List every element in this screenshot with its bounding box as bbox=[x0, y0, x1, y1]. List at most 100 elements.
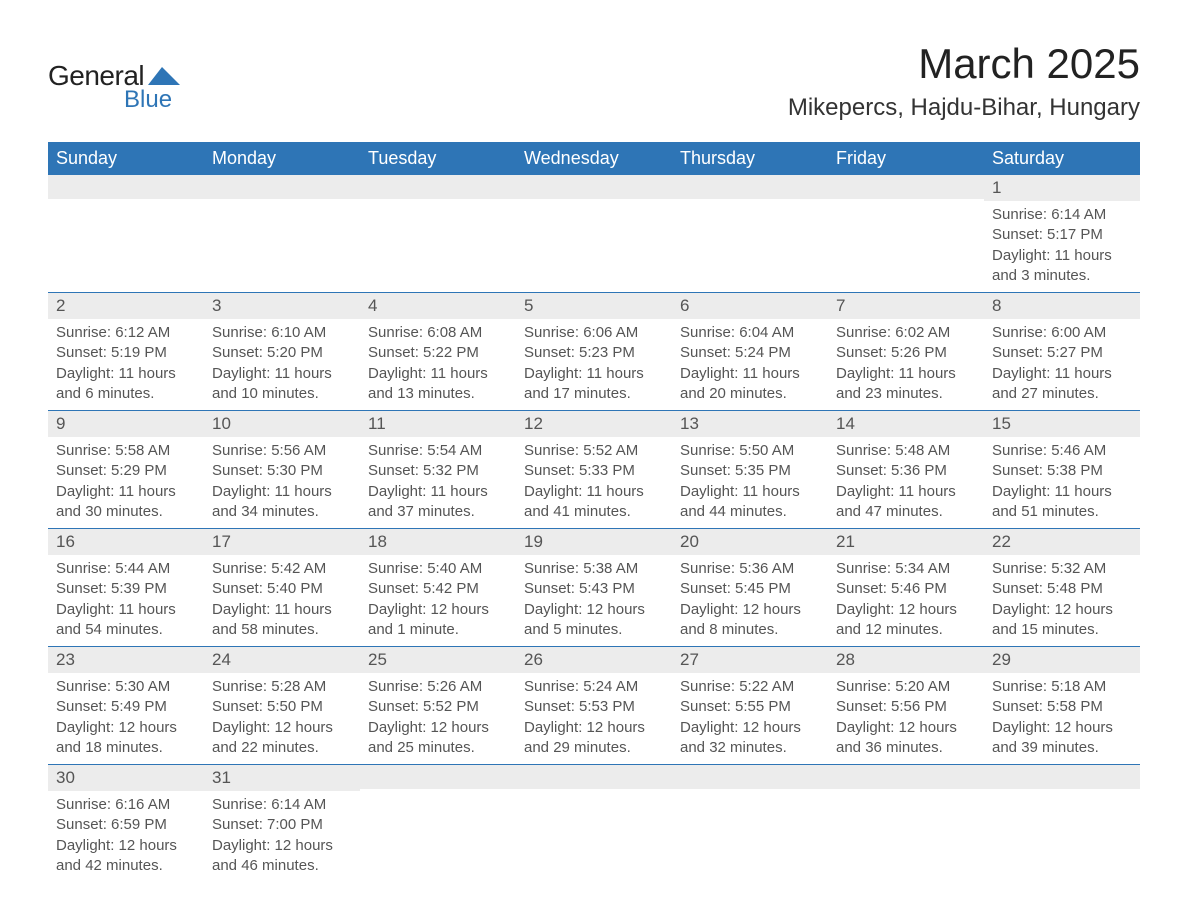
calendar-cell bbox=[360, 175, 516, 292]
daylight-text: Daylight: 12 hours and 29 minutes. bbox=[524, 718, 664, 759]
daylight-text: Daylight: 12 hours and 12 minutes. bbox=[836, 600, 976, 641]
day-content: Sunrise: 5:44 AMSunset: 5:39 PMDaylight:… bbox=[48, 555, 204, 646]
daylight-text: Daylight: 11 hours and 3 minutes. bbox=[992, 246, 1132, 287]
calendar-cell: 21Sunrise: 5:34 AMSunset: 5:46 PMDayligh… bbox=[828, 529, 984, 646]
calendar-cell bbox=[360, 765, 516, 882]
sunset-text: Sunset: 5:19 PM bbox=[56, 343, 196, 363]
day-content bbox=[984, 789, 1140, 799]
day-number: 29 bbox=[984, 647, 1140, 673]
sunset-text: Sunset: 5:45 PM bbox=[680, 579, 820, 599]
day-number: 13 bbox=[672, 411, 828, 437]
day-number: 21 bbox=[828, 529, 984, 555]
day-content: Sunrise: 6:06 AMSunset: 5:23 PMDaylight:… bbox=[516, 319, 672, 410]
sunrise-text: Sunrise: 6:14 AM bbox=[212, 795, 352, 815]
day-number: 16 bbox=[48, 529, 204, 555]
calendar-cell: 20Sunrise: 5:36 AMSunset: 5:45 PMDayligh… bbox=[672, 529, 828, 646]
calendar-cell: 2Sunrise: 6:12 AMSunset: 5:19 PMDaylight… bbox=[48, 293, 204, 410]
day-content: Sunrise: 5:34 AMSunset: 5:46 PMDaylight:… bbox=[828, 555, 984, 646]
daylight-text: Daylight: 11 hours and 27 minutes. bbox=[992, 364, 1132, 405]
day-number: 20 bbox=[672, 529, 828, 555]
day-number bbox=[48, 175, 204, 199]
calendar-cell: 14Sunrise: 5:48 AMSunset: 5:36 PMDayligh… bbox=[828, 411, 984, 528]
sunset-text: Sunset: 5:43 PM bbox=[524, 579, 664, 599]
day-content: Sunrise: 5:30 AMSunset: 5:49 PMDaylight:… bbox=[48, 673, 204, 764]
calendar-cell: 1Sunrise: 6:14 AMSunset: 5:17 PMDaylight… bbox=[984, 175, 1140, 292]
day-number: 19 bbox=[516, 529, 672, 555]
sunset-text: Sunset: 5:22 PM bbox=[368, 343, 508, 363]
sunrise-text: Sunrise: 5:24 AM bbox=[524, 677, 664, 697]
logo: General Blue bbox=[48, 60, 180, 114]
day-content bbox=[204, 199, 360, 275]
day-number: 7 bbox=[828, 293, 984, 319]
day-content: Sunrise: 5:40 AMSunset: 5:42 PMDaylight:… bbox=[360, 555, 516, 646]
day-number bbox=[828, 765, 984, 789]
day-number: 24 bbox=[204, 647, 360, 673]
daylight-text: Daylight: 11 hours and 34 minutes. bbox=[212, 482, 352, 523]
calendar-cell: 12Sunrise: 5:52 AMSunset: 5:33 PMDayligh… bbox=[516, 411, 672, 528]
day-number: 17 bbox=[204, 529, 360, 555]
sunrise-text: Sunrise: 6:02 AM bbox=[836, 323, 976, 343]
day-content: Sunrise: 5:46 AMSunset: 5:38 PMDaylight:… bbox=[984, 437, 1140, 528]
sunrise-text: Sunrise: 5:44 AM bbox=[56, 559, 196, 579]
calendar-cell: 10Sunrise: 5:56 AMSunset: 5:30 PMDayligh… bbox=[204, 411, 360, 528]
calendar-header-row: Sunday Monday Tuesday Wednesday Thursday… bbox=[48, 142, 1140, 175]
day-number: 6 bbox=[672, 293, 828, 319]
day-number: 25 bbox=[360, 647, 516, 673]
sunrise-text: Sunrise: 5:34 AM bbox=[836, 559, 976, 579]
sunset-text: Sunset: 5:56 PM bbox=[836, 697, 976, 717]
calendar-cell bbox=[984, 765, 1140, 882]
title-block: March 2025 Mikepercs, Hajdu-Bihar, Hunga… bbox=[788, 40, 1140, 122]
day-content bbox=[672, 199, 828, 275]
daylight-text: Daylight: 12 hours and 8 minutes. bbox=[680, 600, 820, 641]
day-content: Sunrise: 5:24 AMSunset: 5:53 PMDaylight:… bbox=[516, 673, 672, 764]
day-number: 8 bbox=[984, 293, 1140, 319]
sunrise-text: Sunrise: 5:22 AM bbox=[680, 677, 820, 697]
sunset-text: Sunset: 5:23 PM bbox=[524, 343, 664, 363]
sunset-text: Sunset: 5:49 PM bbox=[56, 697, 196, 717]
calendar-cell: 3Sunrise: 6:10 AMSunset: 5:20 PMDaylight… bbox=[204, 293, 360, 410]
sunset-text: Sunset: 5:39 PM bbox=[56, 579, 196, 599]
day-number bbox=[672, 765, 828, 789]
sunrise-text: Sunrise: 6:10 AM bbox=[212, 323, 352, 343]
day-number: 26 bbox=[516, 647, 672, 673]
sunset-text: Sunset: 5:46 PM bbox=[836, 579, 976, 599]
day-header-saturday: Saturday bbox=[984, 142, 1140, 175]
day-content: Sunrise: 5:36 AMSunset: 5:45 PMDaylight:… bbox=[672, 555, 828, 646]
sunset-text: Sunset: 6:59 PM bbox=[56, 815, 196, 835]
sunrise-text: Sunrise: 5:30 AM bbox=[56, 677, 196, 697]
sunset-text: Sunset: 5:30 PM bbox=[212, 461, 352, 481]
day-content bbox=[672, 789, 828, 799]
sunrise-text: Sunrise: 5:40 AM bbox=[368, 559, 508, 579]
daylight-text: Daylight: 12 hours and 36 minutes. bbox=[836, 718, 976, 759]
sunset-text: Sunset: 5:50 PM bbox=[212, 697, 352, 717]
day-content: Sunrise: 6:14 AMSunset: 7:00 PMDaylight:… bbox=[204, 791, 360, 882]
calendar-cell: 5Sunrise: 6:06 AMSunset: 5:23 PMDaylight… bbox=[516, 293, 672, 410]
calendar-cell: 23Sunrise: 5:30 AMSunset: 5:49 PMDayligh… bbox=[48, 647, 204, 764]
day-number: 5 bbox=[516, 293, 672, 319]
calendar-cell: 26Sunrise: 5:24 AMSunset: 5:53 PMDayligh… bbox=[516, 647, 672, 764]
calendar-cell bbox=[672, 175, 828, 292]
calendar-cell: 28Sunrise: 5:20 AMSunset: 5:56 PMDayligh… bbox=[828, 647, 984, 764]
calendar-cell: 4Sunrise: 6:08 AMSunset: 5:22 PMDaylight… bbox=[360, 293, 516, 410]
sunrise-text: Sunrise: 5:26 AM bbox=[368, 677, 508, 697]
sunset-text: Sunset: 5:35 PM bbox=[680, 461, 820, 481]
calendar-row: 9Sunrise: 5:58 AMSunset: 5:29 PMDaylight… bbox=[48, 410, 1140, 528]
day-content: Sunrise: 6:04 AMSunset: 5:24 PMDaylight:… bbox=[672, 319, 828, 410]
daylight-text: Daylight: 11 hours and 13 minutes. bbox=[368, 364, 508, 405]
daylight-text: Daylight: 12 hours and 5 minutes. bbox=[524, 600, 664, 641]
day-content: Sunrise: 5:18 AMSunset: 5:58 PMDaylight:… bbox=[984, 673, 1140, 764]
sunset-text: Sunset: 5:24 PM bbox=[680, 343, 820, 363]
calendar-body: 1Sunrise: 6:14 AMSunset: 5:17 PMDaylight… bbox=[48, 175, 1140, 882]
day-number: 15 bbox=[984, 411, 1140, 437]
daylight-text: Daylight: 11 hours and 10 minutes. bbox=[212, 364, 352, 405]
sunrise-text: Sunrise: 5:42 AM bbox=[212, 559, 352, 579]
daylight-text: Daylight: 12 hours and 32 minutes. bbox=[680, 718, 820, 759]
day-content: Sunrise: 6:16 AMSunset: 6:59 PMDaylight:… bbox=[48, 791, 204, 882]
daylight-text: Daylight: 11 hours and 23 minutes. bbox=[836, 364, 976, 405]
day-header-thursday: Thursday bbox=[672, 142, 828, 175]
day-content bbox=[828, 199, 984, 275]
day-number: 9 bbox=[48, 411, 204, 437]
daylight-text: Daylight: 11 hours and 6 minutes. bbox=[56, 364, 196, 405]
daylight-text: Daylight: 11 hours and 54 minutes. bbox=[56, 600, 196, 641]
day-content bbox=[360, 789, 516, 799]
